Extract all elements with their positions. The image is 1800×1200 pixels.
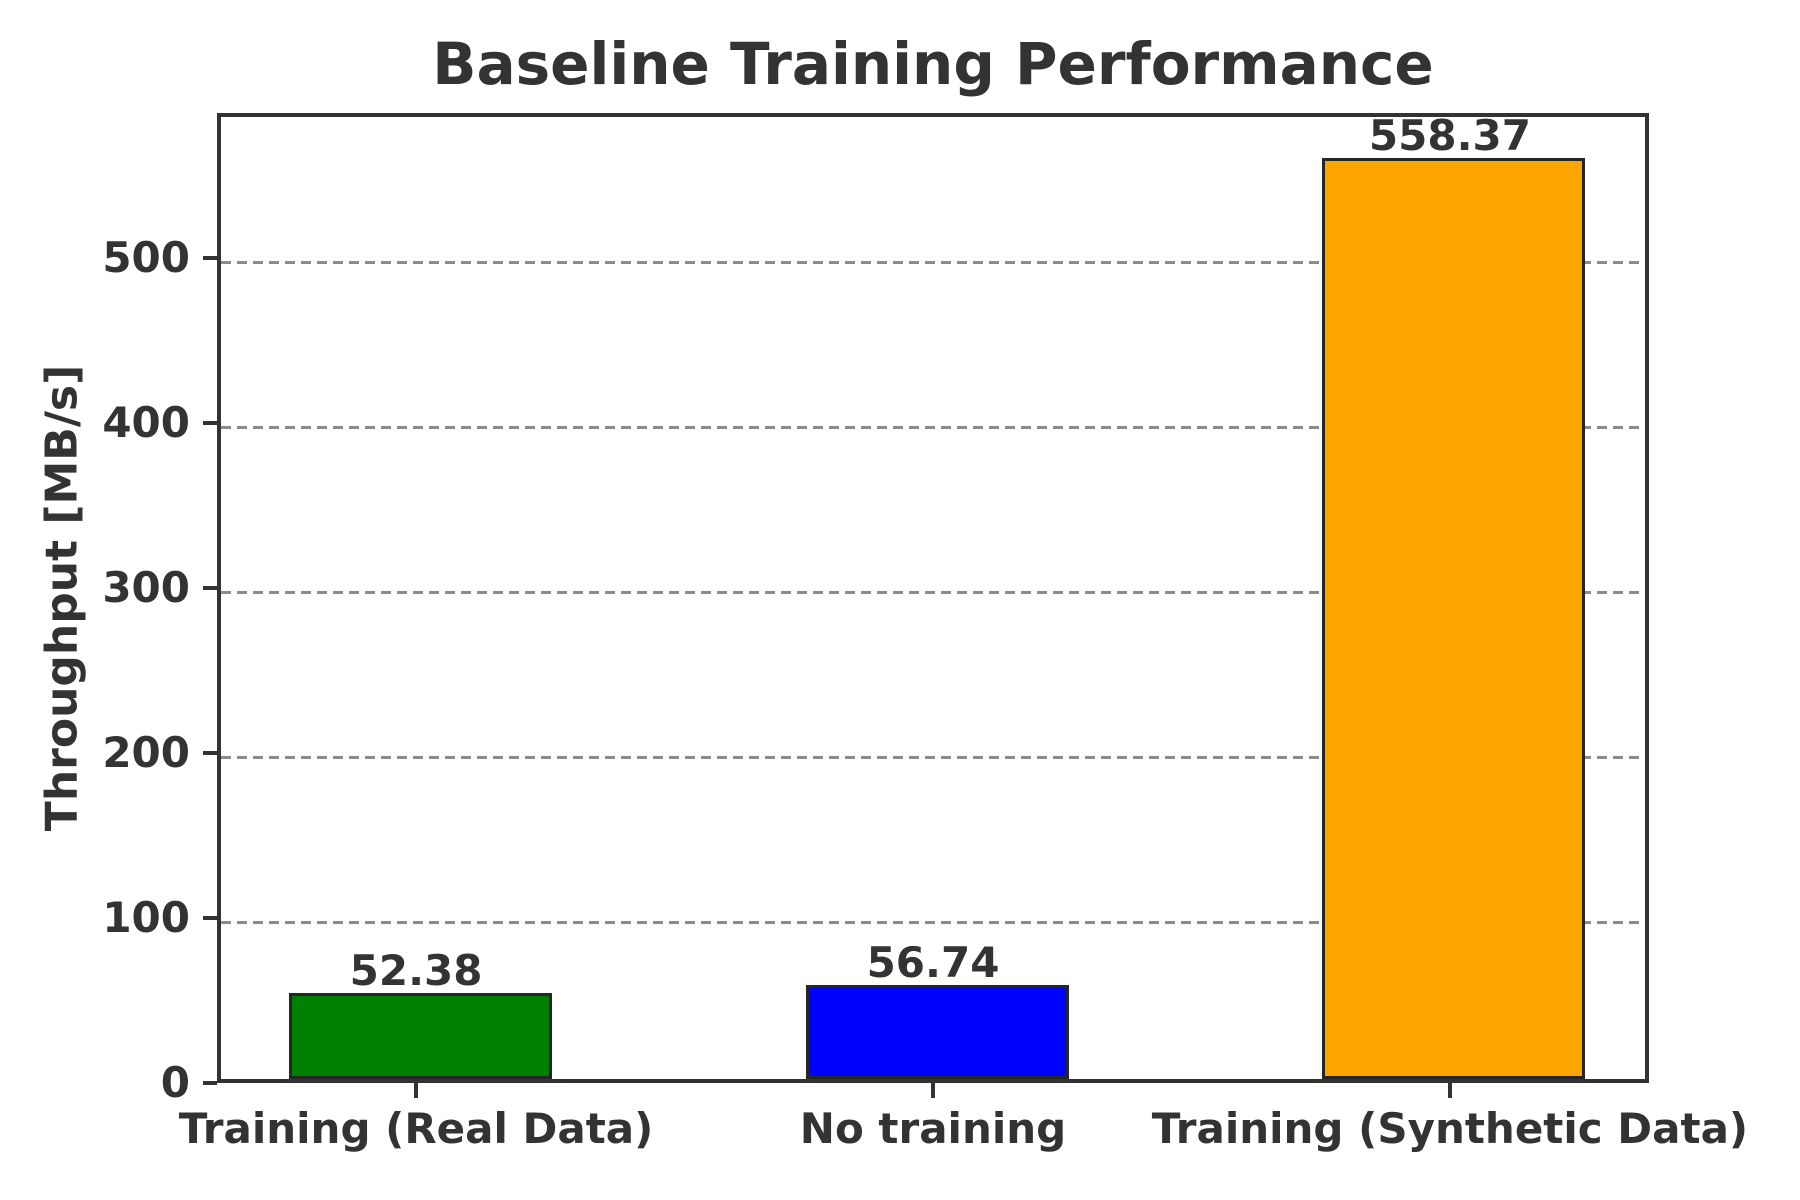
x-tick-mark-training-real-data	[414, 1083, 419, 1098]
gridline-100	[221, 920, 1645, 924]
bar-no-training	[805, 985, 1069, 1079]
y-tick-mark-400	[203, 421, 217, 426]
y-tick-label-200: 200	[102, 728, 190, 778]
y-tick-mark-100	[203, 916, 217, 921]
x-tick-label-no-training: No training	[799, 1104, 1067, 1153]
y-tick-label-500: 500	[102, 233, 190, 283]
y-tick-mark-500	[203, 256, 217, 261]
y-tick-label-0: 0	[160, 1058, 190, 1107]
y-tick-label-300: 300	[102, 563, 190, 613]
bar-value-label-training-synthetic-data: 558.37	[1368, 110, 1531, 160]
gridline-500	[221, 260, 1645, 264]
plot-area	[217, 113, 1649, 1083]
y-tick-label-100: 100	[102, 893, 190, 943]
gridline-400	[221, 425, 1645, 429]
x-tick-mark-training-synthetic-data	[1447, 1083, 1452, 1098]
x-tick-label-training-real-data: Training (Real Data)	[178, 1104, 654, 1153]
chart-title: Baseline Training Performance	[432, 30, 1434, 98]
y-tick-mark-0	[203, 1081, 217, 1085]
gridline-200	[221, 755, 1645, 759]
x-tick-label-training-synthetic-data: Training (Synthetic Data)	[1151, 1104, 1749, 1153]
y-tick-mark-200	[203, 751, 217, 756]
y-tick-label-400: 400	[102, 398, 190, 448]
bar-value-label-no-training: 56.74	[866, 938, 1000, 988]
bar-value-label-training-real-data: 52.38	[349, 945, 483, 995]
x-tick-mark-no-training	[931, 1083, 935, 1098]
bar-training-synthetic-data	[1322, 157, 1586, 1079]
y-tick-mark-300	[203, 586, 217, 591]
bar-training-real-data	[288, 992, 552, 1079]
gridline-300	[221, 590, 1645, 594]
